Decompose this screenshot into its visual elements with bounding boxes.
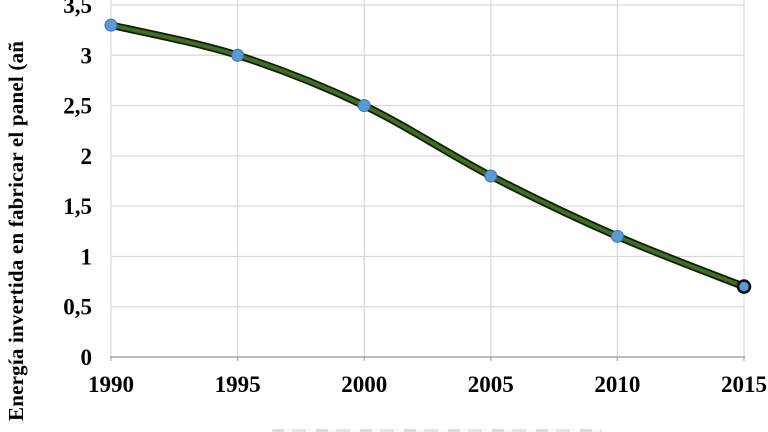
y-tick-label: 3,5 (63, 0, 92, 18)
data-point-marker (104, 18, 118, 32)
data-point-marker (610, 229, 624, 243)
x-tick-label: 1995 (215, 372, 261, 397)
y-tick-label: 0,5 (63, 295, 92, 320)
x-tick-label: 2000 (341, 372, 387, 397)
x-tick-label: 2010 (594, 372, 640, 397)
x-tick-label: 2015 (721, 372, 767, 397)
y-tick-label: 1,5 (63, 194, 92, 219)
y-tick-label: 3 (81, 43, 93, 68)
series-line (109, 23, 746, 289)
x-tick-label: 1990 (88, 372, 134, 397)
data-point-marker (357, 99, 371, 113)
y-tick-label: 2 (81, 144, 93, 169)
data-point-marker (736, 279, 752, 294)
y-tick-label: 2,5 (63, 94, 92, 119)
x-tick-label: 2005 (468, 372, 514, 397)
y-tick-label: 0 (81, 345, 93, 370)
data-point-marker (231, 48, 245, 62)
y-axis-title: Energía invertida en fabricar el panel (… (4, 40, 28, 421)
y-tick-label: 1 (81, 244, 93, 269)
cropped-caption-remnant (272, 429, 602, 432)
data-point-marker (484, 169, 498, 183)
